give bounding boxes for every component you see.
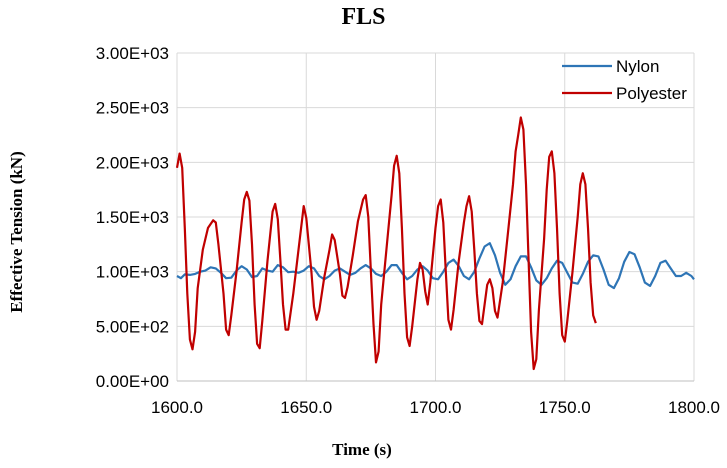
- y-tick-label: 3.00E+03: [96, 44, 169, 63]
- y-tick-label: 0.00E+00: [96, 372, 169, 391]
- y-tick-label: 5.00E+02: [96, 317, 169, 336]
- y-tick-label: 2.50E+03: [96, 99, 169, 118]
- x-axis-label: Time (s): [332, 440, 392, 459]
- x-tick-label: 1700.0: [410, 398, 462, 417]
- chart-title: FLS: [341, 4, 386, 30]
- x-tick-label: 1750.0: [539, 398, 591, 417]
- series-line-polyester: [175, 116, 597, 371]
- legend-label-nylon: Nylon: [616, 57, 659, 76]
- x-tick-label: 1800.0: [668, 398, 720, 417]
- y-tick-label: 1.50E+03: [96, 208, 169, 227]
- legend-label-polyester: Polyester: [616, 84, 687, 103]
- x-tick-label: 1650.0: [280, 398, 332, 417]
- x-tick-label: 1600.0: [151, 398, 203, 417]
- y-tick-label: 2.00E+03: [96, 153, 169, 172]
- series-line-nylon: [176, 242, 695, 290]
- y-tick-label: 1.00E+03: [96, 263, 169, 282]
